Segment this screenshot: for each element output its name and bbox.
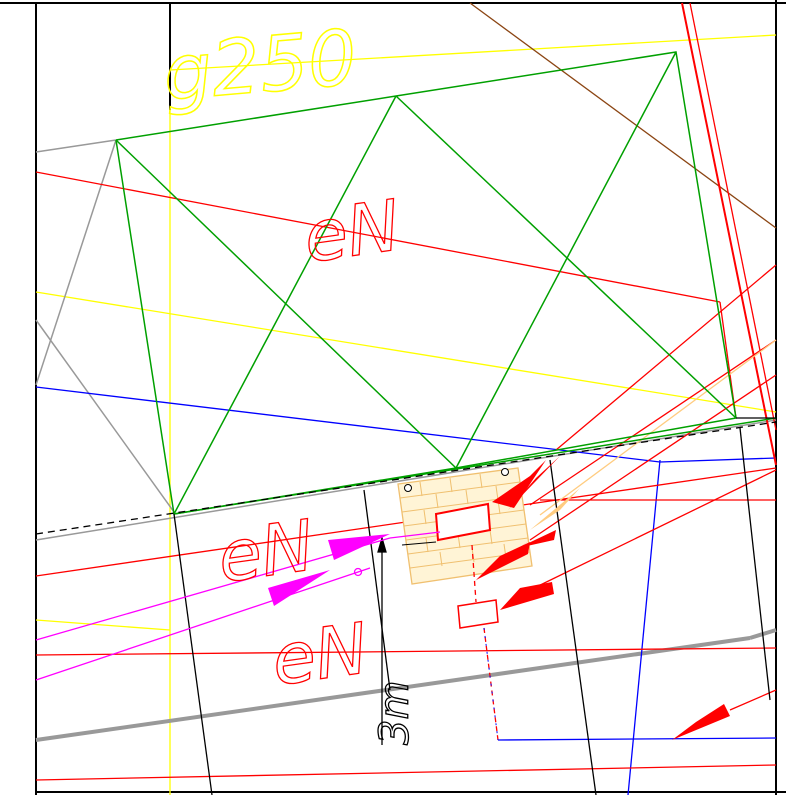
grey-lines [35, 139, 777, 742]
dimension-line [377, 535, 387, 745]
dashed-edge-line [35, 421, 777, 535]
brown-line [469, 2, 777, 229]
label-zone-lower: eN [267, 607, 373, 701]
label-zone-left: eN [213, 504, 319, 598]
label-top-code: g250 [160, 12, 360, 118]
label-zone-upper: eN [299, 184, 405, 278]
black-posts-lower [173, 417, 776, 795]
label-dimension: 3m [372, 681, 418, 745]
orange-arrow [530, 488, 580, 530]
orange-guide-line [539, 339, 777, 516]
masonry-block [397, 467, 533, 585]
cad-text-labels: g250 eN eN eN 3m [159, 12, 419, 746]
red-arrows [470, 456, 730, 740]
magenta-lines [35, 531, 441, 681]
yellow-boundary-lines [35, 34, 777, 795]
red-small-box [457, 544, 499, 741]
magenta-arrows [268, 534, 390, 606]
